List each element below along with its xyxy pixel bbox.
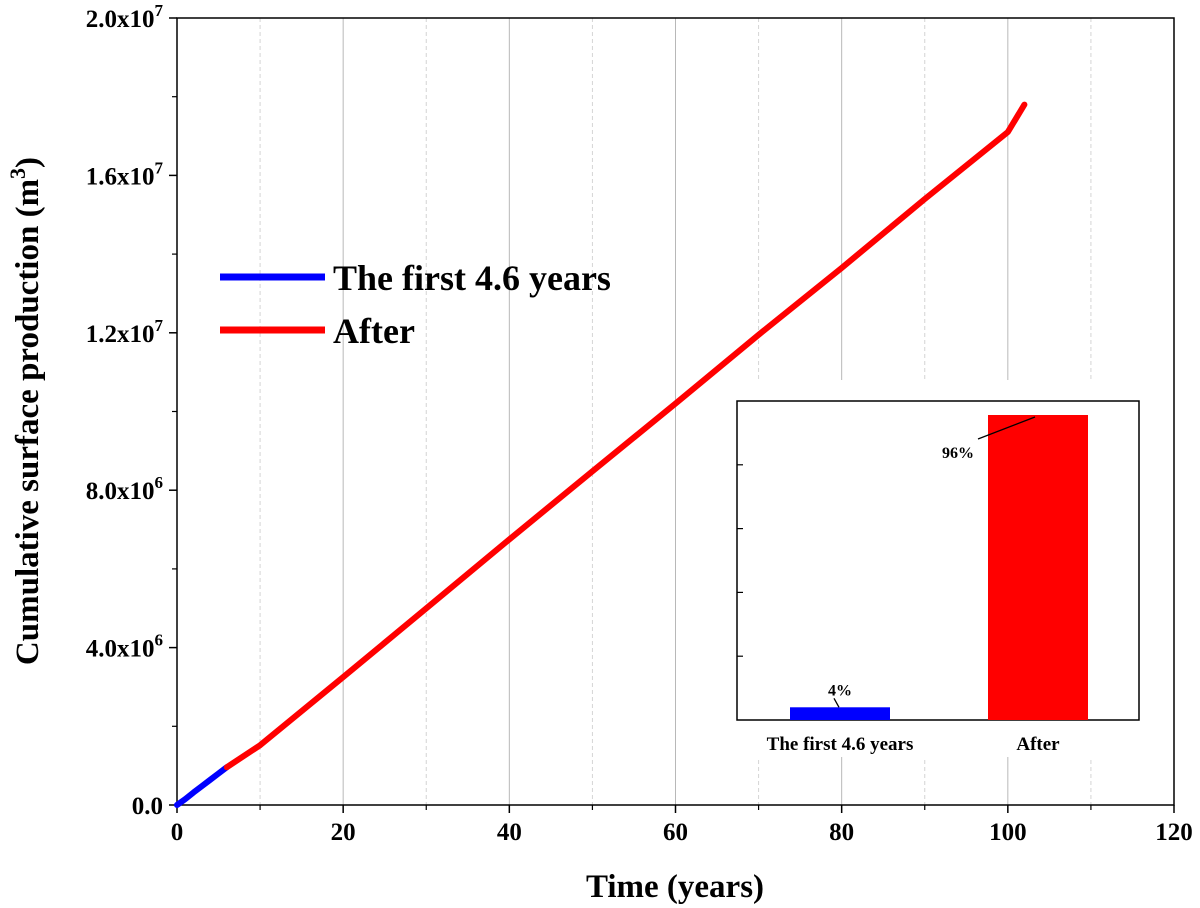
inset-ticks xyxy=(737,464,743,657)
y-tick-label: 1.2x107 xyxy=(86,316,164,348)
x-tick-label: 0 xyxy=(171,819,184,846)
y-tick-label: 1.6x107 xyxy=(86,158,164,190)
series-line-first xyxy=(174,764,230,808)
inset-bar xyxy=(988,415,1088,720)
series-line-after xyxy=(223,101,1028,771)
inset-value-leader xyxy=(833,697,840,708)
x-tick-label: 60 xyxy=(663,819,688,846)
y-tick-label: 8.0x106 xyxy=(86,473,163,505)
x-tick-label: 120 xyxy=(1155,819,1193,846)
inset-bars: The first 4.6 years 4% After 96% xyxy=(767,415,1088,755)
inset-value-label: 96% xyxy=(942,445,974,462)
inset-value-leader xyxy=(977,416,1036,440)
y-tick-label: 4.0x106 xyxy=(86,631,163,663)
y-tick-label: 0.0 xyxy=(132,793,163,820)
inset-bar-chart: The first 4.6 years 4% After 96% xyxy=(712,380,1162,757)
inset-bar xyxy=(790,707,890,720)
y-tick-label: 2.0x107 xyxy=(86,1,164,33)
x-tick-label: 100 xyxy=(989,819,1027,846)
x-tick-label: 80 xyxy=(829,819,854,846)
x-tick-label: 40 xyxy=(497,819,522,846)
inset-value-label: 4% xyxy=(828,682,852,699)
main-ticks: 0 20 40 60 80 100 120 0.0 4.0x106 8.0x106 1.2x107 1… xyxy=(86,1,1193,846)
inset-category-label: The first 4.6 years xyxy=(767,734,914,755)
y-axis-title: Cumulative surface production (m3) xyxy=(5,157,46,665)
x-axis-title: Time (years) xyxy=(586,869,764,905)
legend-label-after: After xyxy=(333,311,415,351)
legend-label-first: The first 4.6 years xyxy=(333,258,611,298)
inset-background xyxy=(712,380,1162,757)
inset-category-label: After xyxy=(1016,734,1060,755)
x-tick-label: 20 xyxy=(331,819,356,846)
inset-frame xyxy=(736,400,1140,721)
legend: The first 4.6 years After xyxy=(220,258,611,351)
main-series xyxy=(174,101,1028,808)
